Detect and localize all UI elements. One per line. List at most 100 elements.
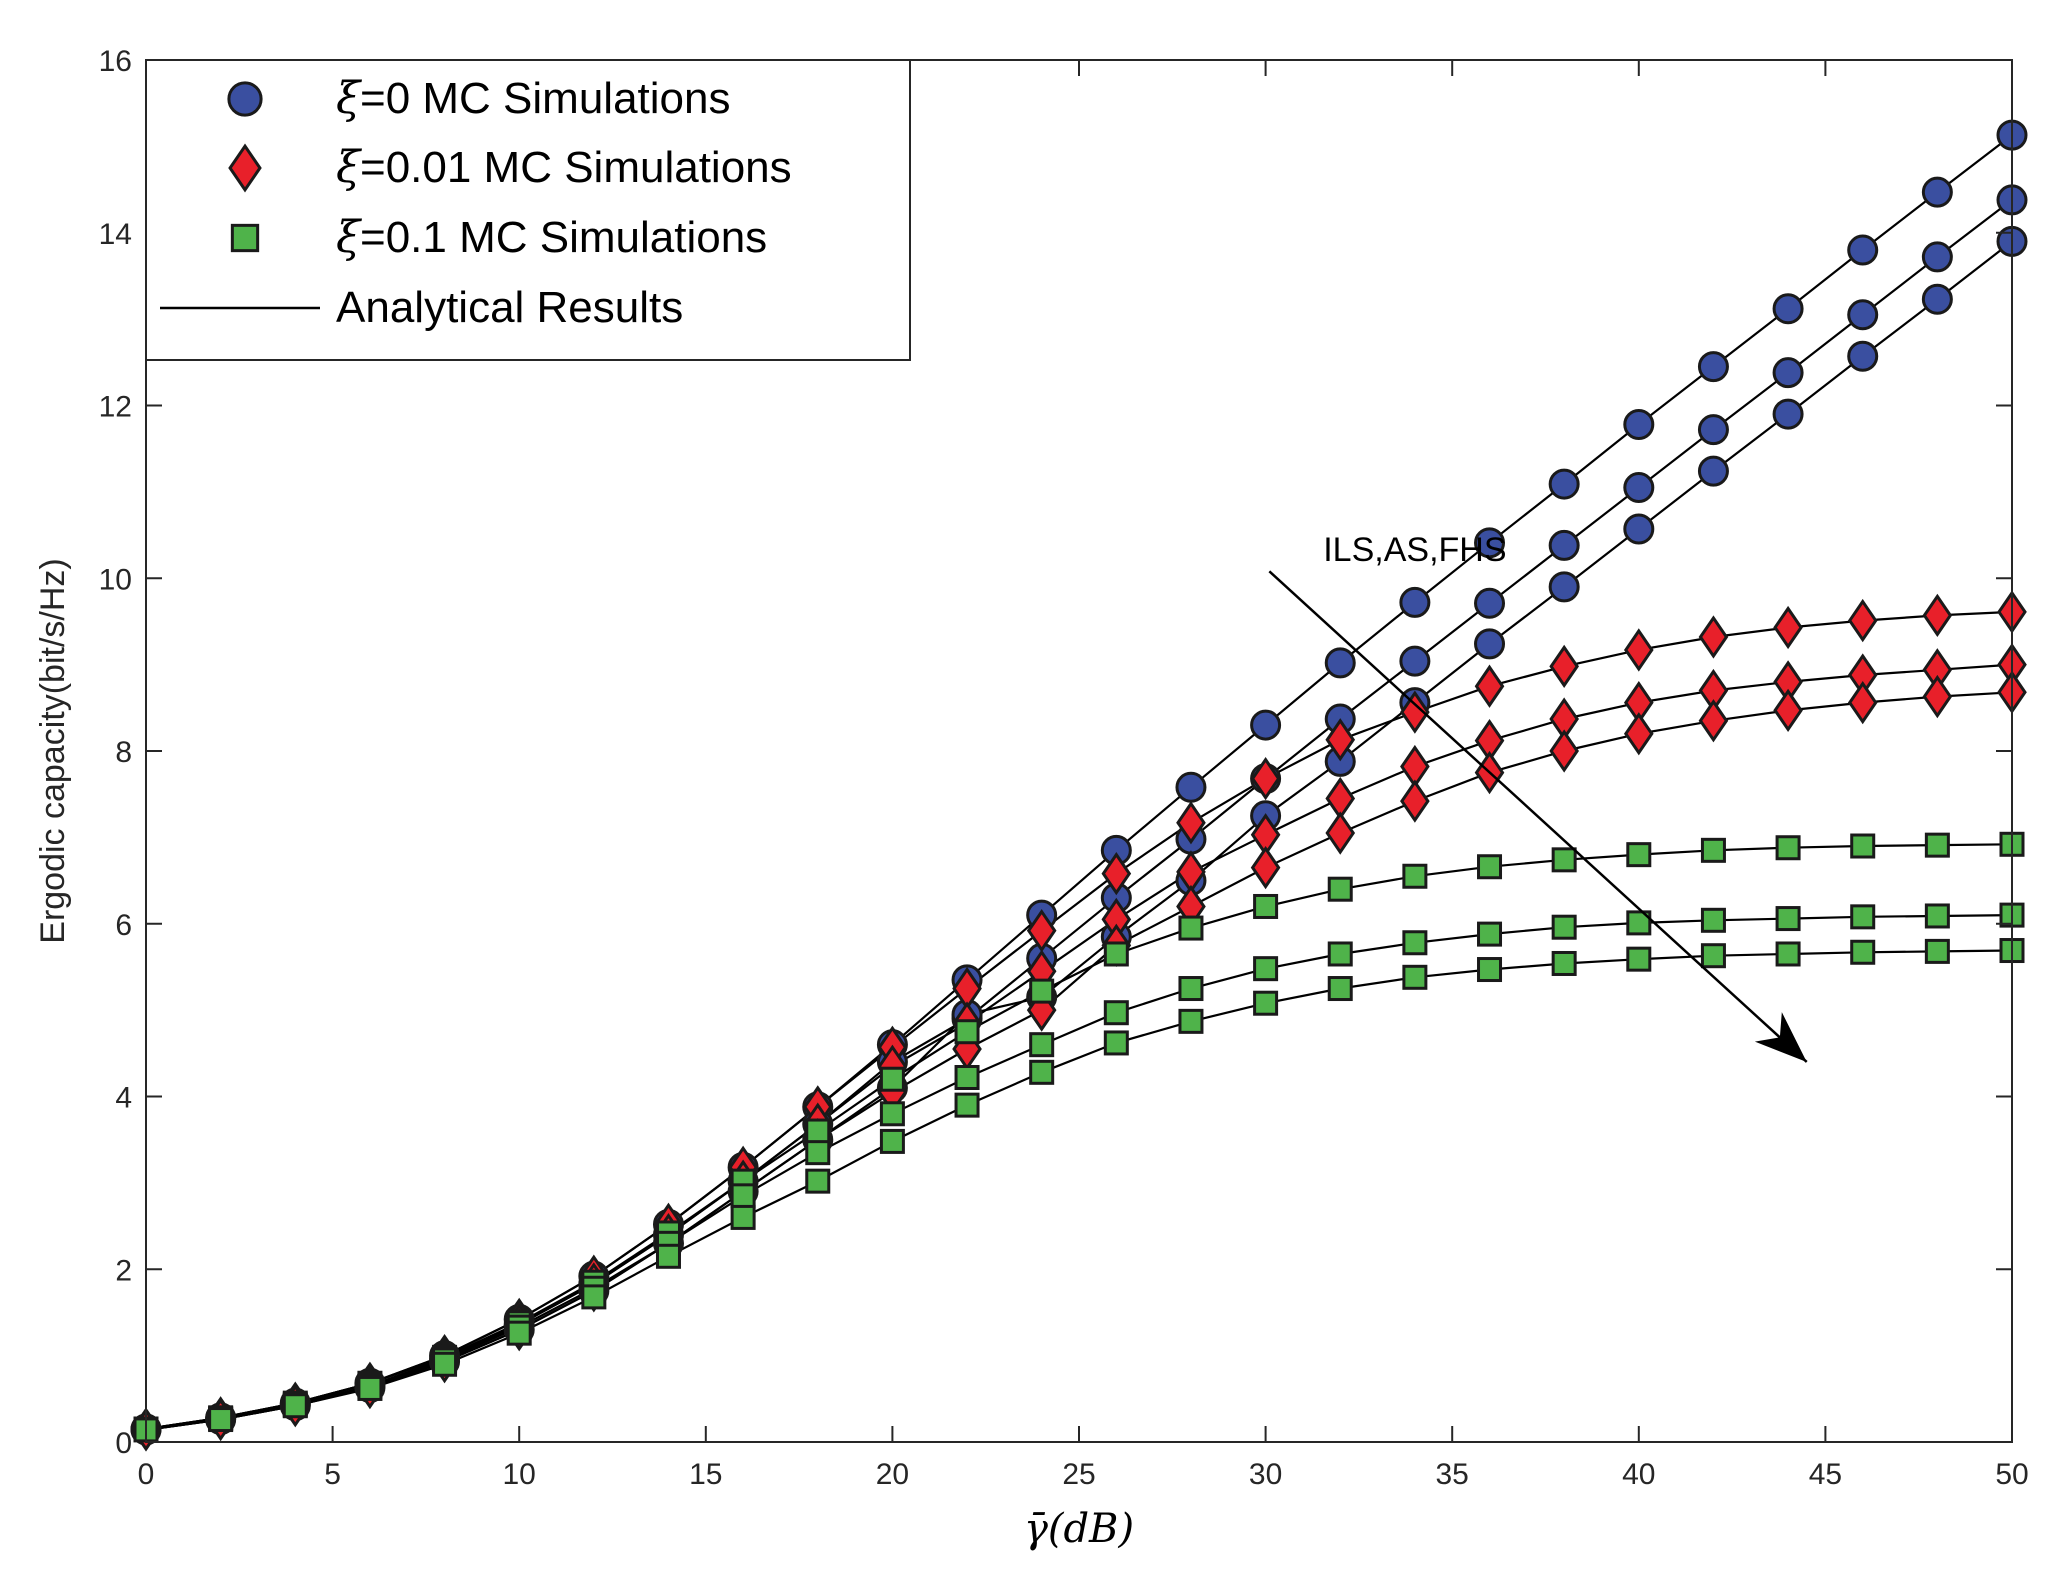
data-point [1101,851,1132,896]
legend-entry-2: ξ =0.01 MC Simulations [228,142,792,193]
data-point [282,1393,308,1419]
data-point [1626,842,1652,868]
data-point [1253,990,1279,1016]
data-point [879,1066,905,1092]
annotation-arrow-shaft [1268,570,1808,1063]
data-point [1327,941,1353,967]
data-point [1772,398,1804,430]
y-tick-label: 2 [115,1254,132,1287]
x-tick-label: 20 [876,1458,909,1491]
data-point [1700,943,1726,969]
data-point [1924,903,1950,929]
x-tick-label: 0 [138,1458,155,1491]
data-point [1029,1032,1055,1058]
data-point [1029,978,1055,1004]
data-point [730,1183,756,1209]
data-point [805,1140,831,1166]
data-point [1477,921,1503,947]
data-point [1551,847,1577,873]
data-point [1847,680,1878,725]
x-tick-label: 50 [1995,1458,2028,1491]
data-point [879,1128,905,1154]
data-point [1623,472,1655,504]
data-point [1402,964,1428,990]
data-point [1700,907,1726,933]
y-axis-label: Ergodic capacity(bit/s/Hz) [34,558,72,943]
data-point [1325,718,1356,762]
data-point [1327,976,1353,1002]
legend-box [145,59,911,361]
data-point [1551,914,1577,940]
legend-label: =0.01 MC Simulations [360,143,792,192]
data-point [1850,904,1876,930]
data-point [1175,771,1207,803]
data-point [1773,605,1803,650]
data-point [1921,176,1953,208]
data-point [954,1019,980,1045]
legend-xi-symbol: ξ [336,142,363,193]
data-point [1400,690,1430,734]
y-tick-label: 8 [115,736,132,769]
data-point [208,1407,234,1433]
data-point [1548,571,1580,603]
data-point [1399,586,1431,618]
data-point [1697,455,1729,487]
data-point [1626,910,1652,936]
legend-label: =0 MC Simulations [360,74,730,123]
data-point [1921,283,1953,315]
data-point [1772,357,1804,389]
legend-marker-diamond [228,143,262,193]
data-point [1549,644,1579,689]
annotation-arrow-head [1754,1012,1807,1062]
data-point [1850,833,1876,859]
data-point [1324,647,1356,679]
y-tick-label: 14 [99,218,132,251]
data-point [1253,956,1279,982]
data-point [1697,351,1729,383]
data-point [1250,756,1281,801]
data-point [581,1284,607,1310]
data-point [1922,593,1953,638]
data-point [1775,906,1801,932]
data-point [1548,468,1580,500]
x-tick-label: 25 [1062,1458,1095,1491]
data-point [1773,688,1803,733]
data-point [1548,529,1580,561]
series-layer [130,119,2028,1452]
data-point [1399,645,1431,677]
data-point [1250,845,1281,890]
x-tick-label: 15 [689,1458,722,1491]
data-point [1474,527,1506,559]
legend-label: Analytical Results [336,283,683,332]
annotation-label: ILS,AS,FHS [1323,531,1506,569]
data-point [1549,729,1579,773]
data-point [1551,950,1577,976]
data-point [954,1092,980,1118]
data-point [954,1064,980,1090]
data-point [1698,615,1729,659]
data-point [655,1243,681,1269]
y-tick-label: 0 [115,1427,132,1460]
legend-label: =0.1 MC Simulations [360,213,767,262]
x-tick-label: 30 [1249,1458,1282,1491]
data-point [1402,930,1428,956]
data-point [730,1204,756,1230]
data-point [1700,837,1726,863]
data-point [1103,1000,1129,1026]
data-point [805,1168,831,1194]
data-point [1402,863,1428,889]
data-point [1623,409,1655,441]
data-point [1400,779,1430,823]
legend-marker-circle [227,81,263,117]
data-point [1253,893,1279,919]
legend-marker-square [230,223,260,253]
x-axis-label: γ̄(dB) [1024,1506,1134,1552]
data-point [1474,587,1506,619]
data-point [1847,234,1879,266]
x-tick-label: 35 [1436,1458,1469,1491]
data-point [1623,513,1655,545]
data-point [1178,915,1204,941]
x-tick-label: 45 [1809,1458,1842,1491]
data-point [1103,941,1129,967]
